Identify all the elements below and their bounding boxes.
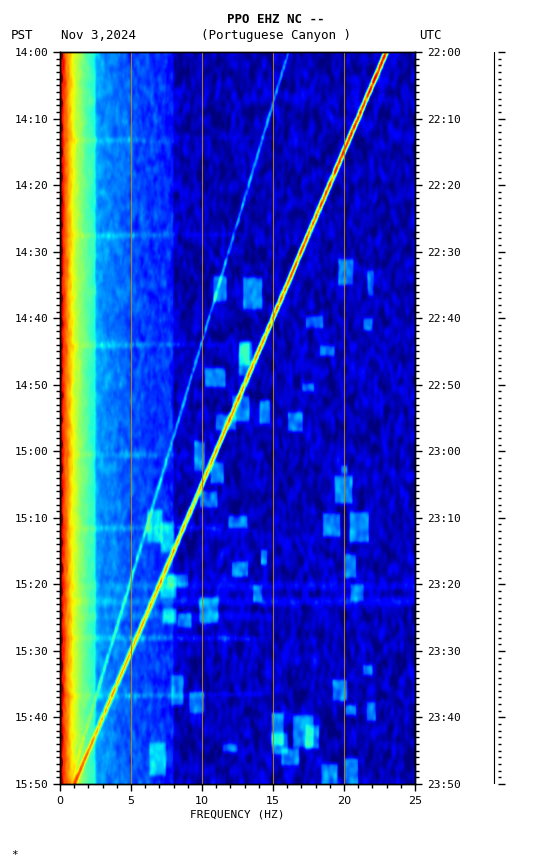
Text: PST: PST — [11, 29, 34, 41]
Text: UTC: UTC — [420, 29, 442, 41]
Text: PPO EHZ NC --: PPO EHZ NC -- — [227, 13, 325, 26]
Text: *: * — [11, 849, 18, 860]
X-axis label: FREQUENCY (HZ): FREQUENCY (HZ) — [190, 810, 285, 820]
Text: (Portuguese Canyon ): (Portuguese Canyon ) — [201, 29, 351, 41]
Text: Nov 3,2024: Nov 3,2024 — [61, 29, 136, 41]
